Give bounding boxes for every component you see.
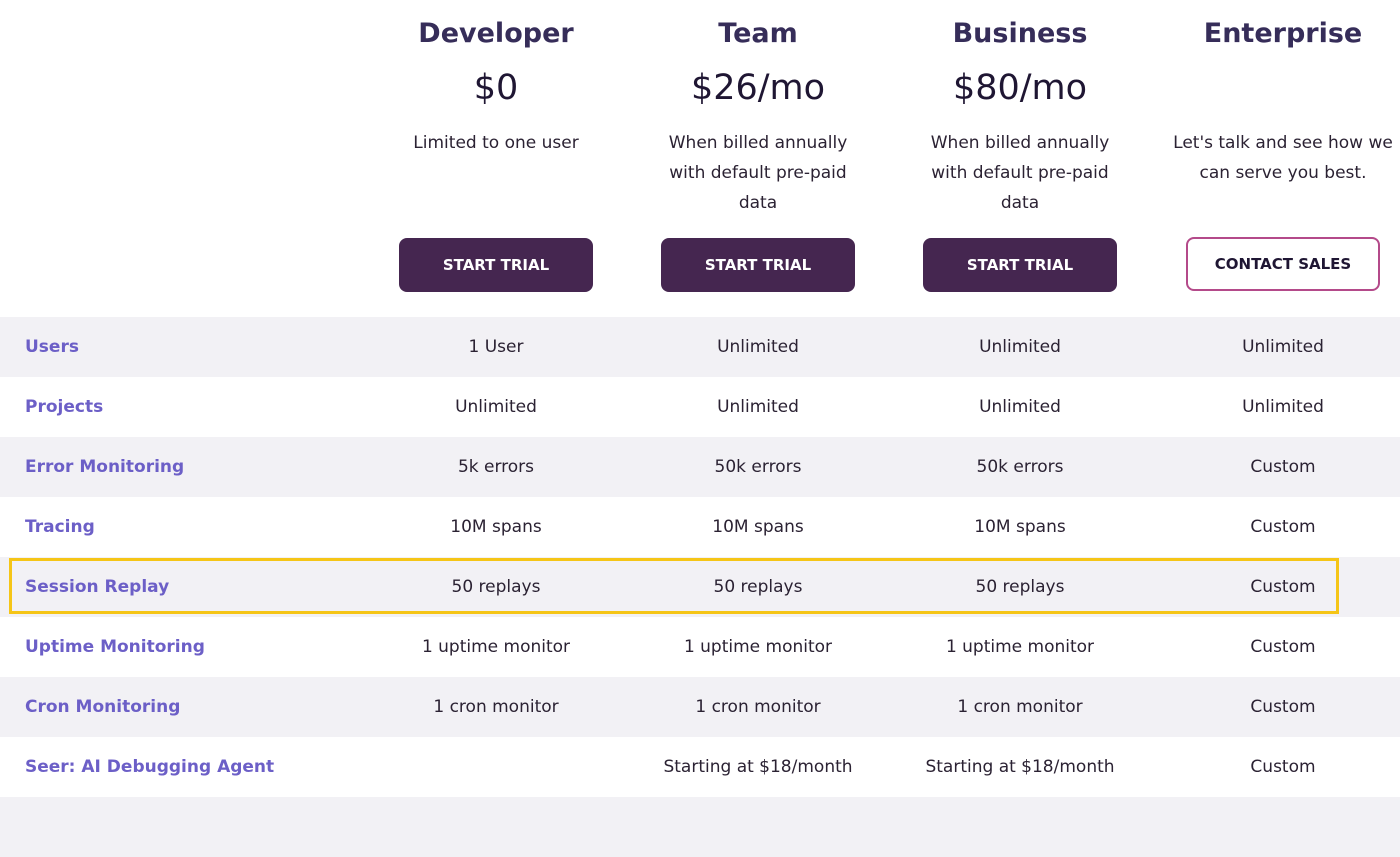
plan-column: Team $26/mo When billed annually with defa… <box>627 0 889 300</box>
highlight-box <box>9 558 1339 614</box>
cell: Unlimited <box>1242 337 1324 357</box>
cell: 1 uptime monitor <box>421 637 571 657</box>
plan-name: Enterprise <box>1203 18 1363 49</box>
feature-label: Tracing <box>25 517 95 537</box>
feature-label: Seer: AI Debugging Agent <box>25 757 275 777</box>
feature-label: Uptime Monitoring <box>25 637 205 657</box>
cell: 50 replays <box>713 577 803 597</box>
cell: 5k errors <box>457 457 535 477</box>
cell: Custom <box>1250 577 1316 597</box>
feature-label: Cron Monitoring <box>25 697 181 717</box>
cell: 50 replays <box>451 577 541 597</box>
table-row: Projects Unlimited Unlimited Unlimited Unlim… <box>0 377 1400 437</box>
cell: 50k errors <box>714 457 802 477</box>
cell: Unlimited <box>1242 397 1324 417</box>
cell: 10M spans <box>974 517 1066 537</box>
cell: Unlimited <box>717 397 799 417</box>
table-row: Tracing 10M spans 10M spans 10M spans Custom <box>0 497 1400 557</box>
cell: 50 replays <box>975 577 1065 597</box>
plan-description: When billed annually with default pre-pa… <box>668 133 848 213</box>
plan-name: Developer <box>418 18 574 49</box>
plan-name: Business <box>952 18 1088 49</box>
table-row: Session Replay 50 replays 50 replays 50 rep… <box>0 557 1400 617</box>
cell: 1 cron monitor <box>957 697 1083 717</box>
table-row: Users 1 User Unlimited Unlimited Unlimited <box>0 317 1400 377</box>
plan-button[interactable]: CONTACT SALES <box>1186 237 1380 291</box>
cell: 1 cron monitor <box>433 697 559 717</box>
plan-price: $80/mo <box>952 68 1088 108</box>
plan-description: Let's talk and see how we can serve you … <box>1173 133 1393 183</box>
cell: Unlimited <box>979 337 1061 357</box>
cell: 1 uptime monitor <box>683 637 833 657</box>
feature-label: Error Monitoring <box>25 457 185 477</box>
cell: Starting at $18/month <box>925 757 1115 777</box>
table-row: Uptime Monitoring 1 uptime monitor 1 uptim… <box>0 617 1400 677</box>
plan-column: Enterprise Let's talk and see how we can … <box>1152 0 1400 300</box>
cell: Starting at $18/month <box>663 757 853 777</box>
table-row <box>0 797 1400 857</box>
cell: Custom <box>1250 637 1316 657</box>
cell: Custom <box>1250 457 1316 477</box>
table-row: Error Monitoring 5k errors 50k errors 50k e… <box>0 437 1400 497</box>
plan-column: Business $80/mo When billed annually with … <box>889 0 1151 300</box>
plan-description: Limited to one user <box>413 133 579 153</box>
cell: Custom <box>1250 517 1316 537</box>
feature-label: Session Replay <box>25 577 170 597</box>
feature-label: Users <box>25 337 79 357</box>
cell: Unlimited <box>979 397 1061 417</box>
plan-column: Developer $0 Limited to one user START TRIA… <box>365 0 627 300</box>
plan-button[interactable]: START TRIAL <box>399 238 593 292</box>
cell: Unlimited <box>717 337 799 357</box>
cell: 1 User <box>468 337 524 357</box>
cell: 10M spans <box>712 517 804 537</box>
plan-price: $0 <box>473 68 519 108</box>
plan-description: When billed annually with default pre-pa… <box>930 133 1110 213</box>
cell: 1 uptime monitor <box>945 637 1095 657</box>
table-row: Seer: AI Debugging Agent Starting at $18/… <box>0 737 1400 797</box>
plan-button[interactable]: START TRIAL <box>661 238 855 292</box>
cell: Custom <box>1250 757 1316 777</box>
feature-label: Projects <box>25 397 104 417</box>
cell: 50k errors <box>976 457 1064 477</box>
plan-price: $26/mo <box>690 68 826 108</box>
table-row: Cron Monitoring 1 cron monitor 1 cron moni… <box>0 677 1400 737</box>
cell: 1 cron monitor <box>695 697 821 717</box>
cell: 10M spans <box>450 517 542 537</box>
cell: Unlimited <box>455 397 537 417</box>
cell: Custom <box>1250 697 1316 717</box>
plan-name: Team <box>718 18 798 49</box>
plan-button[interactable]: START TRIAL <box>923 238 1117 292</box>
